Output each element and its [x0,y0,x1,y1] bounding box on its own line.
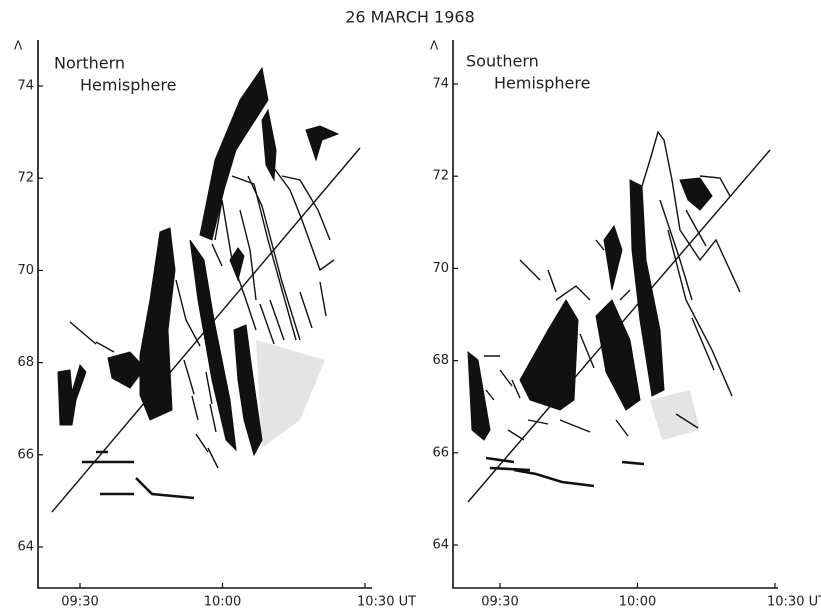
form [629,179,665,397]
form [261,108,277,182]
form [519,299,579,411]
y-tick-label: 68 [17,355,34,370]
axes [452,40,778,589]
arc [485,456,645,488]
title: 26 MARCH 1968 [345,8,475,27]
form [679,177,713,211]
form [139,227,176,421]
panel-label: Northern [54,54,125,73]
form [107,351,146,389]
left-panel: Λ Northern Hemisphere [14,39,372,589]
form [595,299,641,411]
x-tick-label: 09:30 [61,595,98,610]
arc [69,159,335,469]
x-tick-label: 09:30 [481,595,518,610]
right-panel: Λ Southern Hemisphere [430,39,778,589]
panel-label: Southern [466,52,539,71]
y-axis-label: Λ [430,39,439,53]
y-axis-label: Λ [14,39,23,53]
form [189,239,237,452]
form [305,125,340,162]
x-tick-label: 10:00 [204,595,241,610]
y-tick-label: 66 [432,445,449,460]
y-tick-label: 64 [432,538,449,553]
y-tick-label: 64 [17,540,34,555]
form [233,324,263,457]
x-tick-label: 10:30 UT [767,595,821,610]
form [467,350,491,441]
y-tick-label: 72 [17,171,34,186]
y-tick-label: 74 [17,79,34,94]
arc [484,130,741,441]
shading [256,340,325,448]
x-tick-label: 10:00 [619,595,656,610]
y-tick-label: 70 [17,263,34,278]
y-tick-label: 74 [432,77,449,92]
y-tick-label: 68 [432,353,449,368]
form [57,363,87,426]
x-tick-label: 10:30 UT [357,595,416,610]
panel-label: Hemisphere [80,76,176,95]
form [603,224,623,291]
panel-label: Hemisphere [494,74,590,93]
axes [37,40,372,589]
shading [650,390,700,440]
arc [82,450,195,500]
y-tick-label: 66 [17,447,34,462]
form [199,66,269,241]
y-tick-label: 72 [432,169,449,184]
y-tick-label: 70 [432,261,449,276]
form [229,247,245,282]
